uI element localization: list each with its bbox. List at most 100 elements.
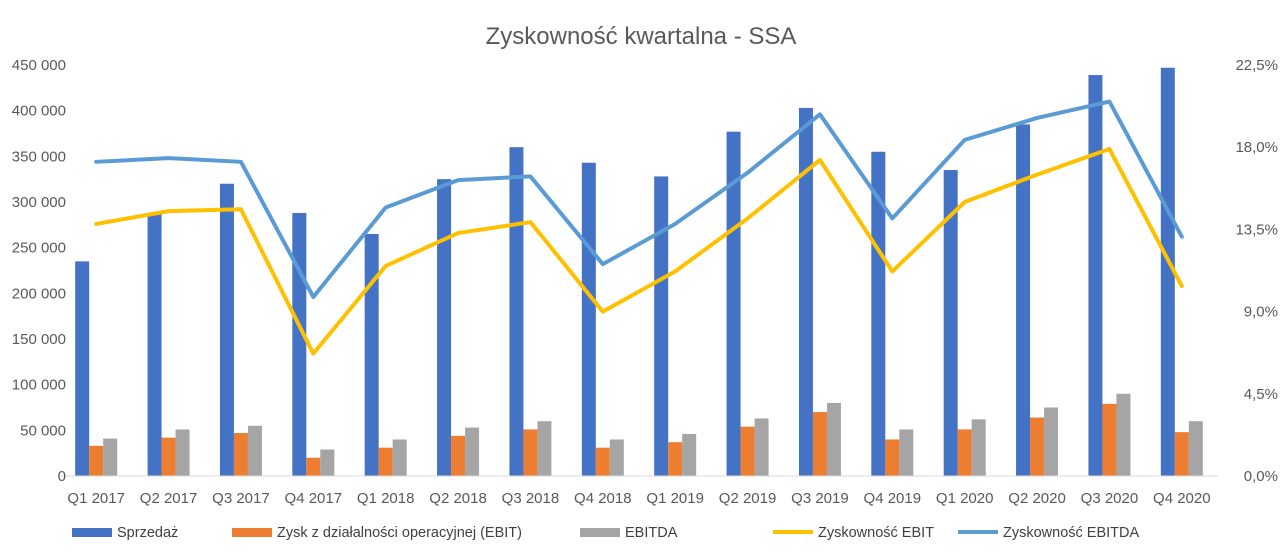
bar [437, 179, 452, 476]
right-tick-label: 0,0% [1244, 468, 1278, 485]
bar [1116, 393, 1131, 476]
bar [826, 402, 841, 476]
left-tick-label: 350 000 [12, 148, 66, 165]
legend-item: Zysk z działalności operacyjnej (EBIT) [232, 525, 522, 541]
left-tick-label: 100 000 [12, 377, 66, 394]
x-tick-label: Q1 2017 [67, 490, 125, 507]
bar [609, 439, 624, 476]
bar [971, 419, 986, 476]
x-tick-label: Q2 2017 [140, 490, 198, 507]
bar [595, 447, 610, 476]
bar [1160, 67, 1175, 477]
legend-item: Zyskowność EBITDA [958, 525, 1139, 541]
left-tick-label: 400 000 [12, 103, 66, 120]
bar [1016, 124, 1031, 476]
legend-swatch [232, 528, 272, 537]
chart-title: Zyskowność kwartalna - SSA [486, 23, 797, 50]
bar [537, 421, 552, 476]
legend-swatch [580, 528, 620, 537]
bar [392, 439, 407, 476]
lines-layer [94, 99, 1184, 356]
bar [75, 261, 90, 476]
bar [1102, 403, 1117, 476]
x-tick-label: Q3 2019 [791, 490, 849, 507]
x-tick-label: Q4 2020 [1153, 490, 1211, 507]
bar [292, 212, 307, 476]
bar [451, 435, 466, 476]
left-tick-label: 250 000 [12, 240, 66, 257]
bar-series [103, 393, 1203, 476]
x-axis-ticks: Q1 2017 Q2 2017 Q3 2017 Q4 2017 Q1 2018 Q2 20… [67, 490, 1210, 507]
left-tick-label: 0 [58, 468, 66, 485]
bar [523, 429, 538, 476]
bar [885, 439, 900, 476]
bar [175, 429, 190, 476]
bar-series [89, 403, 1189, 476]
right-tick-label: 22,5% [1235, 57, 1278, 74]
bar [364, 233, 379, 476]
bar [161, 437, 176, 476]
x-tick-label: Q2 2018 [429, 490, 487, 507]
left-tick-label: 50 000 [20, 422, 66, 439]
bars-layer [75, 67, 1203, 477]
bar [798, 107, 813, 476]
x-tick-label: Q1 2020 [936, 490, 994, 507]
bar [1030, 417, 1045, 476]
x-tick-label: Q3 2018 [502, 490, 560, 507]
x-tick-label: Q4 2017 [285, 490, 343, 507]
left-axis-ticks: 0 50 000 100 000 150 000 200 000 250 000 300 0… [12, 57, 66, 485]
right-tick-label: 18,0% [1235, 139, 1278, 156]
bar [1044, 407, 1059, 476]
x-tick-label: Q4 2018 [574, 490, 632, 507]
right-tick-label: 13,5% [1235, 221, 1278, 238]
legend-label: EBITDA [625, 525, 678, 541]
bar [89, 445, 104, 476]
bar [682, 433, 697, 476]
x-tick-label: Q2 2020 [1008, 490, 1066, 507]
right-axis-ticks: 0,0% 4,5% 9,0% 13,5% 18,0% 22,5% [1235, 57, 1278, 485]
left-tick-label: 200 000 [12, 285, 66, 302]
bar [306, 457, 321, 476]
bar [754, 418, 769, 476]
line-series [94, 99, 1184, 299]
bar [103, 438, 118, 476]
bar [1174, 432, 1189, 476]
legend-item: Sprzedaż [72, 525, 178, 541]
legend: Sprzedaż Zysk z działalności operacyjnej … [72, 525, 1139, 541]
bar [465, 427, 480, 476]
legend-label: Zysk z działalności operacyjnej (EBIT) [277, 525, 522, 541]
bar [668, 442, 683, 476]
bar [378, 447, 393, 476]
bar-series [75, 67, 1175, 477]
left-tick-label: 150 000 [12, 331, 66, 348]
left-tick-label: 450 000 [12, 57, 66, 74]
line-series [94, 147, 1184, 356]
x-tick-label: Q1 2019 [646, 490, 704, 507]
bar [581, 162, 596, 476]
bar [219, 183, 234, 476]
bar [871, 151, 886, 476]
left-tick-label: 300 000 [12, 194, 66, 211]
bar [320, 449, 335, 476]
legend-item: Zyskowność EBIT [773, 525, 934, 541]
bar [654, 176, 669, 476]
legend-swatch [72, 528, 112, 537]
bar [509, 147, 524, 476]
legend-label: Zyskowność EBITDA [1003, 525, 1139, 541]
x-tick-label: Q4 2019 [864, 490, 922, 507]
legend-item: EBITDA [580, 525, 678, 541]
bar [1188, 421, 1203, 476]
bar [740, 426, 755, 476]
bar [899, 429, 914, 476]
right-tick-label: 9,0% [1244, 304, 1278, 321]
bar [147, 213, 162, 476]
bar [233, 433, 248, 476]
bar [247, 425, 262, 476]
x-tick-label: Q2 2019 [719, 490, 777, 507]
x-tick-label: Q1 2018 [357, 490, 415, 507]
bar [943, 170, 958, 477]
bar [726, 131, 741, 476]
bar [812, 412, 827, 476]
x-tick-label: Q3 2020 [1081, 490, 1139, 507]
bar [957, 429, 972, 476]
